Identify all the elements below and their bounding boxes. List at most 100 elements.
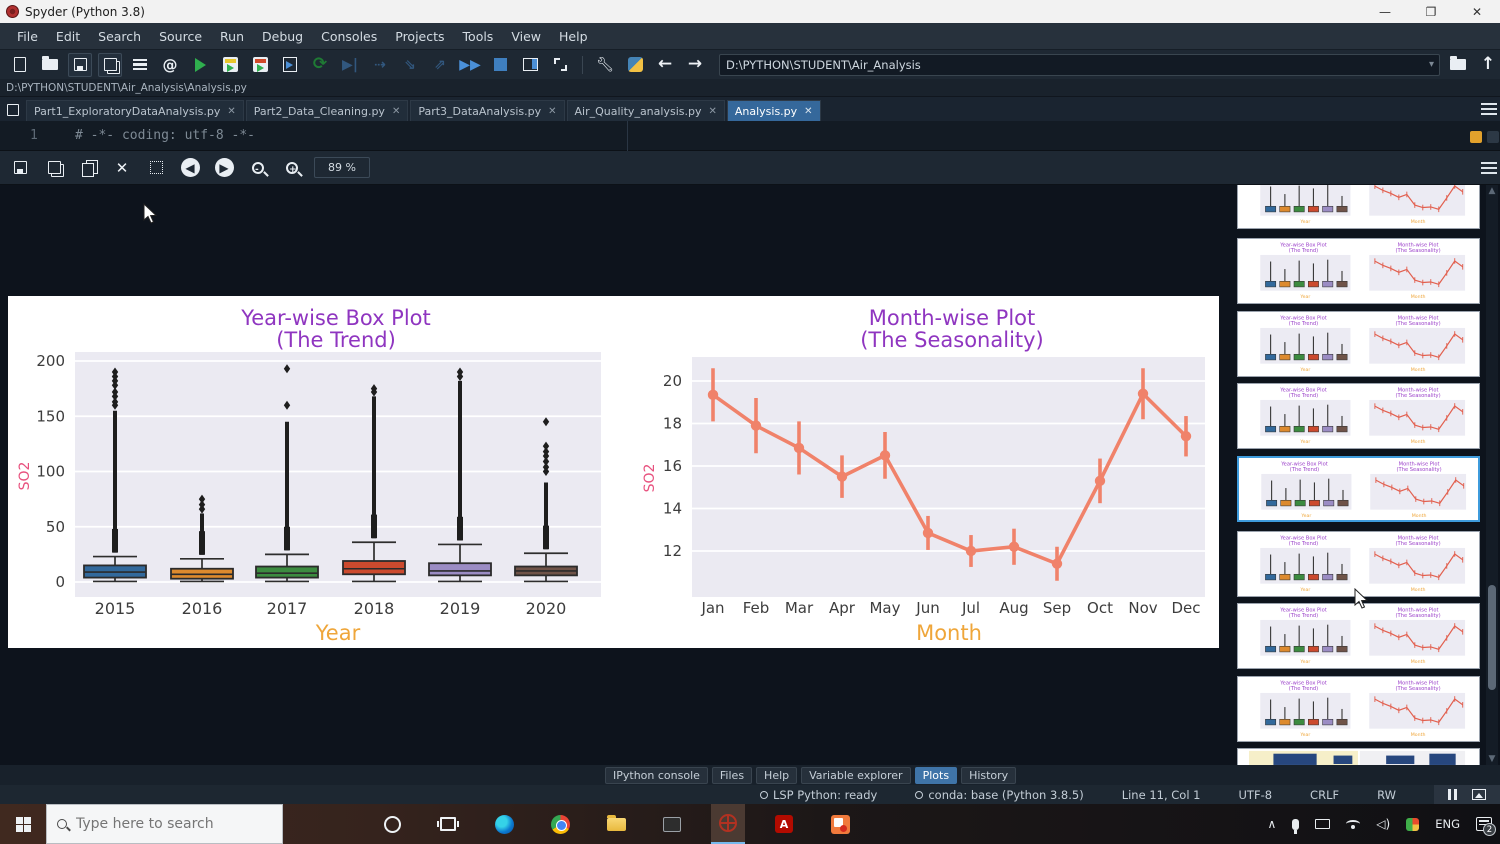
- working-directory-combo[interactable]: D:\PYTHON\STUDENT\Air_Analysis: [719, 53, 1440, 76]
- pane-tab-history[interactable]: History: [961, 766, 1017, 784]
- notification-center-icon[interactable]: 2: [1476, 817, 1496, 836]
- save-all-plots-button[interactable]: [42, 156, 66, 180]
- copy-plot-button[interactable]: [76, 156, 100, 180]
- zoom-out-button[interactable]: -: [246, 156, 270, 180]
- rerun-cell-button[interactable]: ⟳: [308, 53, 332, 77]
- save-button[interactable]: [68, 52, 92, 77]
- editor-tab-part2_data_cleaning.py[interactable]: Part2_Data_Cleaning.py ✕: [245, 100, 409, 121]
- tray-expand-icon[interactable]: ∧: [1267, 817, 1277, 831]
- menu-debug[interactable]: Debug: [262, 28, 304, 44]
- pane-tab-ipython-console[interactable]: IPython console: [605, 766, 708, 784]
- acrobat-button[interactable]: A: [767, 804, 801, 844]
- debug-step-in-button[interactable]: ⇘: [398, 53, 422, 77]
- back-button[interactable]: ←: [653, 53, 677, 77]
- debug-continue-button[interactable]: ▶▶: [458, 53, 482, 77]
- tools-button[interactable]: 🔧︎: [593, 53, 617, 77]
- close-button[interactable]: ✕: [1471, 4, 1483, 19]
- pane-tab-files[interactable]: Files: [711, 766, 753, 784]
- browse-tabs-button[interactable]: [0, 99, 26, 121]
- screenshot-icon[interactable]: [1471, 789, 1486, 800]
- microphone-icon[interactable]: [1292, 818, 1300, 834]
- editor-tab-part3_dataanalysis.py[interactable]: Part3_DataAnalysis.py ✕: [410, 100, 565, 121]
- editor-tab-part1_exploratorydataanalysis.py[interactable]: Part1_ExploratoryDataAnalysis.py ✕: [26, 100, 244, 121]
- remove-plot-button[interactable]: ✕: [110, 156, 134, 180]
- pane-tab-plots[interactable]: Plots: [914, 766, 958, 784]
- cortana-button[interactable]: [375, 804, 409, 844]
- pane-tab-variable-explorer[interactable]: Variable explorer: [801, 766, 911, 784]
- python-env-button[interactable]: [623, 53, 647, 77]
- pause-icon[interactable]: [1448, 789, 1458, 800]
- run-cell-advance-button[interactable]: [248, 53, 272, 77]
- stop-debug-button[interactable]: [488, 53, 512, 77]
- recorder-controls[interactable]: [1434, 785, 1500, 804]
- taskbar-search[interactable]: [46, 804, 283, 844]
- fit-plot-button[interactable]: [144, 156, 168, 180]
- editor-options-menu-button[interactable]: [1481, 103, 1497, 115]
- debug-file-button[interactable]: ▶|: [338, 53, 362, 77]
- terminal-button[interactable]: [655, 804, 689, 844]
- symbol-finder-button[interactable]: @: [158, 53, 182, 77]
- file-explorer-button[interactable]: [599, 804, 633, 844]
- pane-tab-help[interactable]: Help: [756, 766, 798, 784]
- menu-edit[interactable]: Edit: [55, 28, 81, 44]
- display-icon[interactable]: [1315, 819, 1331, 829]
- menu-file[interactable]: File: [17, 28, 38, 44]
- plot-thumbnail-9[interactable]: [1237, 748, 1480, 765]
- task-view-button[interactable]: [431, 804, 465, 844]
- save-plot-button[interactable]: [8, 156, 32, 180]
- zoom-in-button[interactable]: +: [280, 156, 304, 180]
- minimize-button[interactable]: —: [1379, 4, 1391, 19]
- app-tray-icon[interactable]: [1406, 817, 1420, 831]
- plot-thumbnail-7[interactable]: Year-wise Box Plot (The Trend) Month-wise …: [1237, 603, 1480, 669]
- plot-thumbnail-2[interactable]: Year-wise Box Plot (The Trend) Month-wise …: [1237, 238, 1480, 304]
- edge-button[interactable]: [487, 804, 521, 844]
- plots-scrollbar[interactable]: ▲ ▼: [1486, 185, 1498, 765]
- tab-close-icon[interactable]: ✕: [227, 105, 236, 117]
- tab-close-icon[interactable]: ✕: [548, 105, 557, 117]
- new-file-button[interactable]: [8, 53, 32, 77]
- plot-thumbnail-5[interactable]: Year-wise Box Plot (The Trend) Month-wise …: [1237, 456, 1480, 522]
- plot-thumbnail-4[interactable]: Year-wise Box Plot (The Trend) Month-wise …: [1237, 383, 1480, 449]
- open-file-button[interactable]: [38, 53, 62, 77]
- search-input[interactable]: [76, 816, 256, 832]
- browse-directory-button[interactable]: [1446, 53, 1470, 77]
- start-button[interactable]: [0, 804, 46, 844]
- chrome-button[interactable]: [543, 804, 577, 844]
- restore-button[interactable]: ❐: [1425, 4, 1437, 19]
- menu-consoles[interactable]: Consoles: [321, 28, 378, 44]
- menu-run[interactable]: Run: [220, 28, 244, 44]
- menu-tools[interactable]: Tools: [462, 28, 494, 44]
- editor-tab-analysis.py[interactable]: Analysis.py ✕: [726, 100, 821, 121]
- spyder-taskbar-button[interactable]: [711, 804, 745, 844]
- code-editor[interactable]: 1 # -*- coding: utf-8 -*-: [0, 121, 1500, 151]
- scroll-down-icon[interactable]: ▼: [1488, 754, 1496, 764]
- menu-search[interactable]: Search: [98, 28, 142, 44]
- preferences-pane-button[interactable]: [518, 53, 542, 77]
- maximize-pane-button[interactable]: [548, 53, 572, 77]
- menu-projects[interactable]: Projects: [395, 28, 445, 44]
- tab-close-icon[interactable]: ✕: [804, 105, 813, 117]
- scroll-up-icon[interactable]: ▲: [1488, 186, 1496, 196]
- debug-step-out-button[interactable]: ⇗: [428, 53, 452, 77]
- save-all-button[interactable]: [98, 52, 122, 77]
- parent-directory-button[interactable]: ↑: [1476, 53, 1500, 77]
- plot-thumbnail-6[interactable]: Year-wise Box Plot (The Trend) Month-wise …: [1237, 531, 1480, 597]
- run-file-button[interactable]: [188, 53, 212, 77]
- volume-icon[interactable]: ◁): [1376, 817, 1391, 831]
- forward-button[interactable]: →: [683, 53, 707, 77]
- wifi-icon[interactable]: [1346, 820, 1361, 829]
- language-indicator[interactable]: ENG: [1435, 817, 1460, 831]
- plot-thumbnail-3[interactable]: Year-wise Box Plot (The Trend) Month-wise …: [1237, 311, 1480, 377]
- plot-thumbnail-1[interactable]: Year-wise Box Plot(The Trend)Month-wise …: [1237, 185, 1480, 229]
- previous-plot-button[interactable]: ◀: [178, 156, 202, 180]
- menu-help[interactable]: Help: [559, 28, 588, 44]
- plot-thumbnail-8[interactable]: Year-wise Box Plot (The Trend) Month-wise …: [1237, 676, 1480, 742]
- plots-options-menu-button[interactable]: [1481, 162, 1497, 174]
- next-plot-button[interactable]: ▶: [212, 156, 236, 180]
- debug-step-button[interactable]: ⇢: [368, 53, 392, 77]
- run-cell-button[interactable]: [218, 53, 242, 77]
- editor-tab-air_quality_analysis.py[interactable]: Air_Quality_analysis.py ✕: [566, 100, 725, 121]
- screen-recorder-button[interactable]: [823, 804, 857, 844]
- file-switcher-button[interactable]: [128, 53, 152, 77]
- menu-source[interactable]: Source: [159, 28, 203, 44]
